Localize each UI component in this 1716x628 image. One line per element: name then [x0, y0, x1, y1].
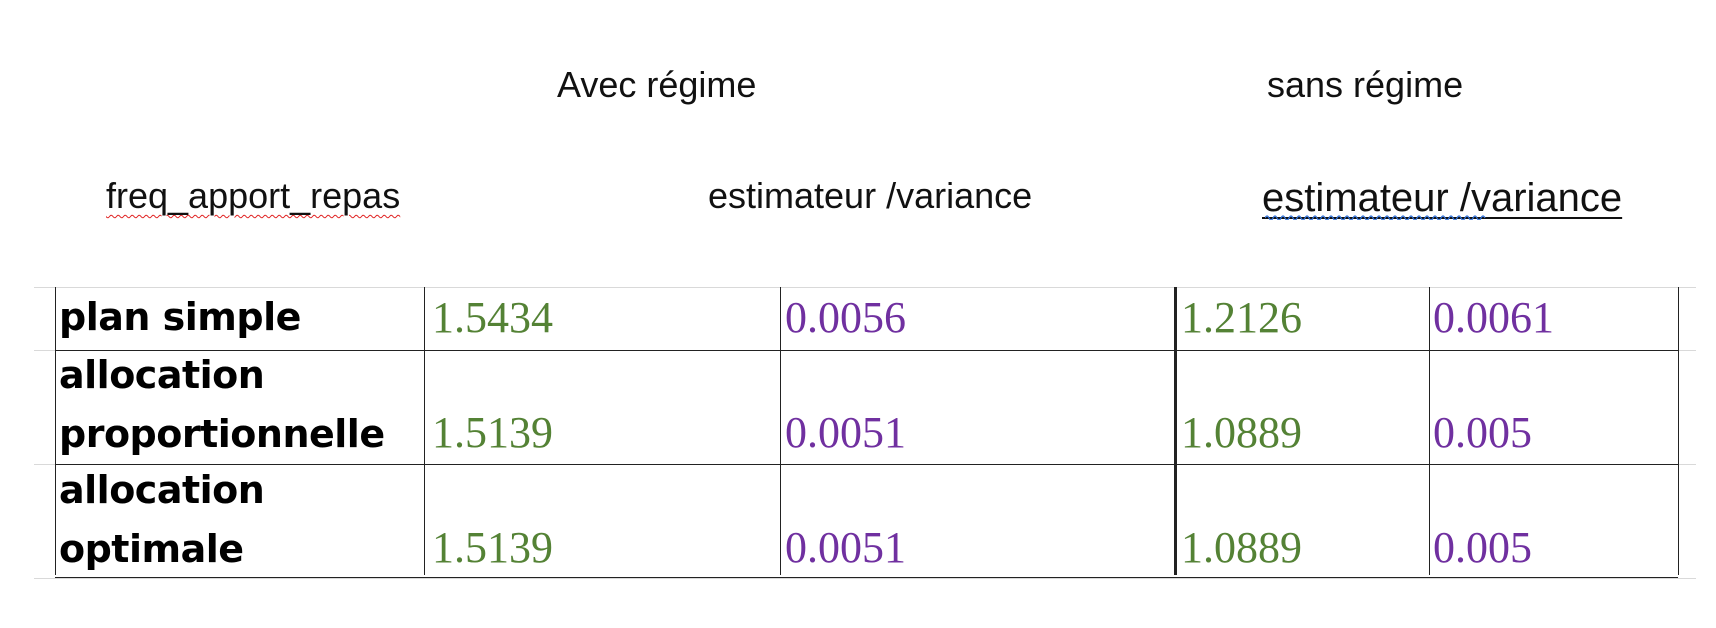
header-avec-regime: Avec régime	[557, 64, 757, 105]
sans-estimateur-cell: 1.0889	[1181, 408, 1302, 457]
sans-estimateur-cell: 1.0889	[1181, 523, 1302, 572]
variable-name: freq_apport_repas	[106, 178, 400, 214]
header-estimateur-variance-sans: estimateur /variance	[1262, 176, 1623, 220]
row-label-line1: allocation	[59, 468, 265, 512]
avec-estimateur-cell: 1.5139	[432, 523, 553, 572]
table-col-border	[1174, 287, 1177, 575]
avec-variance-cell: 0.0051	[785, 408, 906, 457]
table-col-border	[424, 287, 425, 575]
row-label-line2: optimale	[59, 527, 244, 571]
sans-variance-cell: 0.0061	[1433, 293, 1554, 342]
avec-estimateur-cell: 1.5139	[432, 408, 553, 457]
table-row-border	[55, 350, 1678, 351]
avec-variance-cell: 0.0051	[785, 523, 906, 572]
table-col-border	[1429, 287, 1430, 575]
header-sans-regime: sans régime	[1267, 64, 1464, 105]
variable-name-text: freq_apport_repas	[106, 175, 401, 216]
sans-variance-cell: 0.005	[1433, 408, 1532, 457]
table-col-border	[55, 287, 56, 575]
table-row-border	[55, 464, 1678, 465]
sans-estimateur-cell: 1.2126	[1181, 293, 1302, 342]
header-estimateur-variance-avec: estimateur /variance	[708, 175, 1033, 216]
row-label: plan simple	[59, 295, 301, 339]
avec-variance-cell: 0.0056	[785, 293, 906, 342]
row-label-line1: allocation	[59, 353, 265, 397]
table-col-border	[780, 287, 781, 575]
avec-estimateur-cell: 1.5434	[432, 293, 553, 342]
spellcheck-squiggle	[1265, 215, 1486, 220]
sans-variance-cell: 0.005	[1433, 523, 1532, 572]
row-label-line2: proportionnelle	[59, 412, 385, 456]
table-col-border	[1678, 287, 1679, 575]
table-row-border	[55, 577, 1678, 578]
gridline	[34, 287, 1696, 288]
gridline	[34, 578, 1696, 579]
